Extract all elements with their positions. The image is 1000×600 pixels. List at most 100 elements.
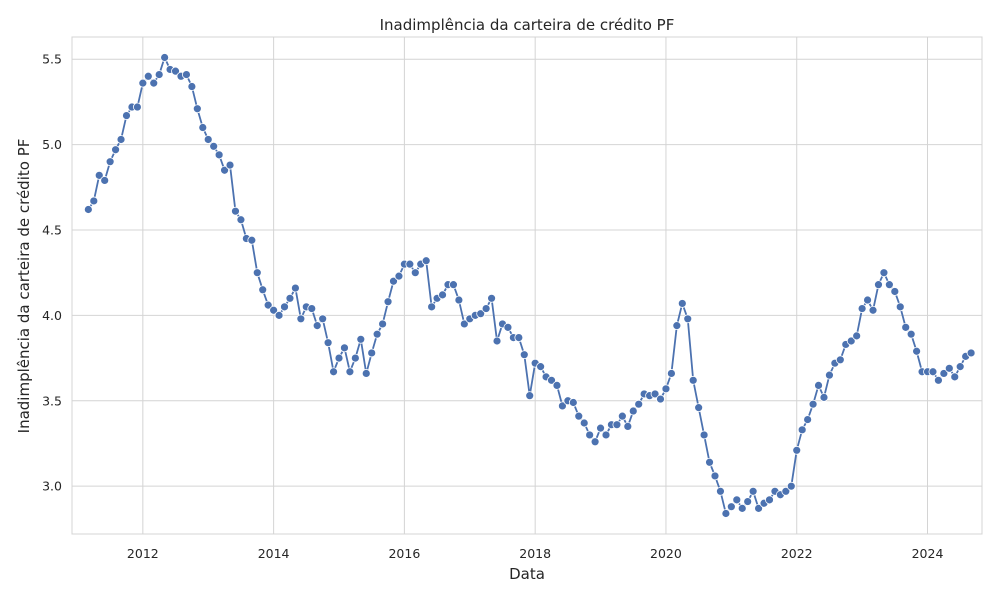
data-point [912,346,922,356]
data-point [225,160,235,170]
data-point [835,355,845,365]
data-point [721,509,731,518]
data-point [705,457,714,467]
data-point [89,196,99,206]
data-point [519,350,529,360]
data-point [122,111,131,120]
x-tick-label: 2012 [127,546,159,561]
data-point [296,314,306,324]
x-tick-label: 2014 [258,546,290,561]
data-point [868,305,878,315]
data-point [808,399,818,409]
data-point [677,299,687,308]
data-point [934,375,943,385]
data-point [487,293,496,303]
data-point [334,353,344,363]
data-point [585,430,595,440]
data-point [421,256,431,266]
data-point [405,259,415,269]
data-point [650,389,660,399]
data-point [438,290,447,300]
data-point [111,145,120,155]
data-point [345,367,355,377]
data-point [846,336,856,346]
data-point [220,165,229,175]
data-point [623,421,633,431]
data-point [792,445,802,455]
data-point [928,367,938,377]
data-point [901,322,911,332]
data-point [356,334,366,344]
data-point [389,276,398,286]
y-axis-label: Inadimplência da carteira de crédito PF [15,139,33,434]
grid [72,37,982,534]
data-point [94,170,104,180]
data-point [612,420,622,430]
data-series [83,53,976,518]
data-point [182,70,191,79]
data-point [955,362,965,372]
data-point [269,305,279,315]
data-point [939,369,949,378]
data-point [459,319,469,329]
data-point [748,486,758,496]
data-point [906,329,916,339]
data-point [285,293,295,303]
data-point [83,205,93,214]
data-point [852,331,862,341]
data-point [198,123,208,132]
data-point [258,285,268,295]
data-point [765,495,774,505]
data-point [454,295,464,305]
data-point [291,283,300,293]
tick-labels: 2012 2014 2016 2018 2020 2022 2024 3.0 3.5 4.0 4.5… [42,52,943,561]
data-point [574,411,584,421]
data-point [383,297,393,307]
data-point [274,310,284,320]
data-point [361,369,371,378]
data-point [149,78,159,88]
data-point [661,384,671,394]
data-point [329,367,338,377]
data-point [825,370,834,380]
data-point [628,406,638,416]
x-tick-label: 2024 [912,546,944,561]
data-point [132,102,142,112]
data-point [710,471,720,481]
data-point [203,135,213,144]
data-point [160,53,170,62]
data-point [884,280,894,290]
y-tick-label: 5.5 [42,52,62,67]
data-point [100,176,110,185]
data-point [656,394,665,404]
data-point [601,430,611,440]
data-point [427,302,437,312]
data-point [323,338,333,348]
data-point [819,392,829,402]
data-point [171,66,180,76]
data-point [857,304,867,313]
data-point [263,300,273,310]
data-point [558,401,567,411]
data-point [781,486,791,496]
data-point [410,268,420,278]
data-point [116,135,126,144]
data-point [786,481,796,491]
x-tick-label: 2022 [781,546,813,561]
x-tick-label: 2018 [519,546,551,561]
data-point [617,411,627,421]
data-point [503,322,513,332]
data-point [667,369,676,378]
data-point [743,497,753,506]
data-point [138,78,148,88]
data-point [187,82,197,91]
data-point [803,415,813,424]
y-tick-label: 4.0 [42,308,62,323]
data-point [634,399,644,409]
data-point [890,287,900,296]
data-point [568,398,578,407]
x-axis-label: Data [509,565,545,583]
data-point [280,302,289,312]
data-point [966,348,976,358]
